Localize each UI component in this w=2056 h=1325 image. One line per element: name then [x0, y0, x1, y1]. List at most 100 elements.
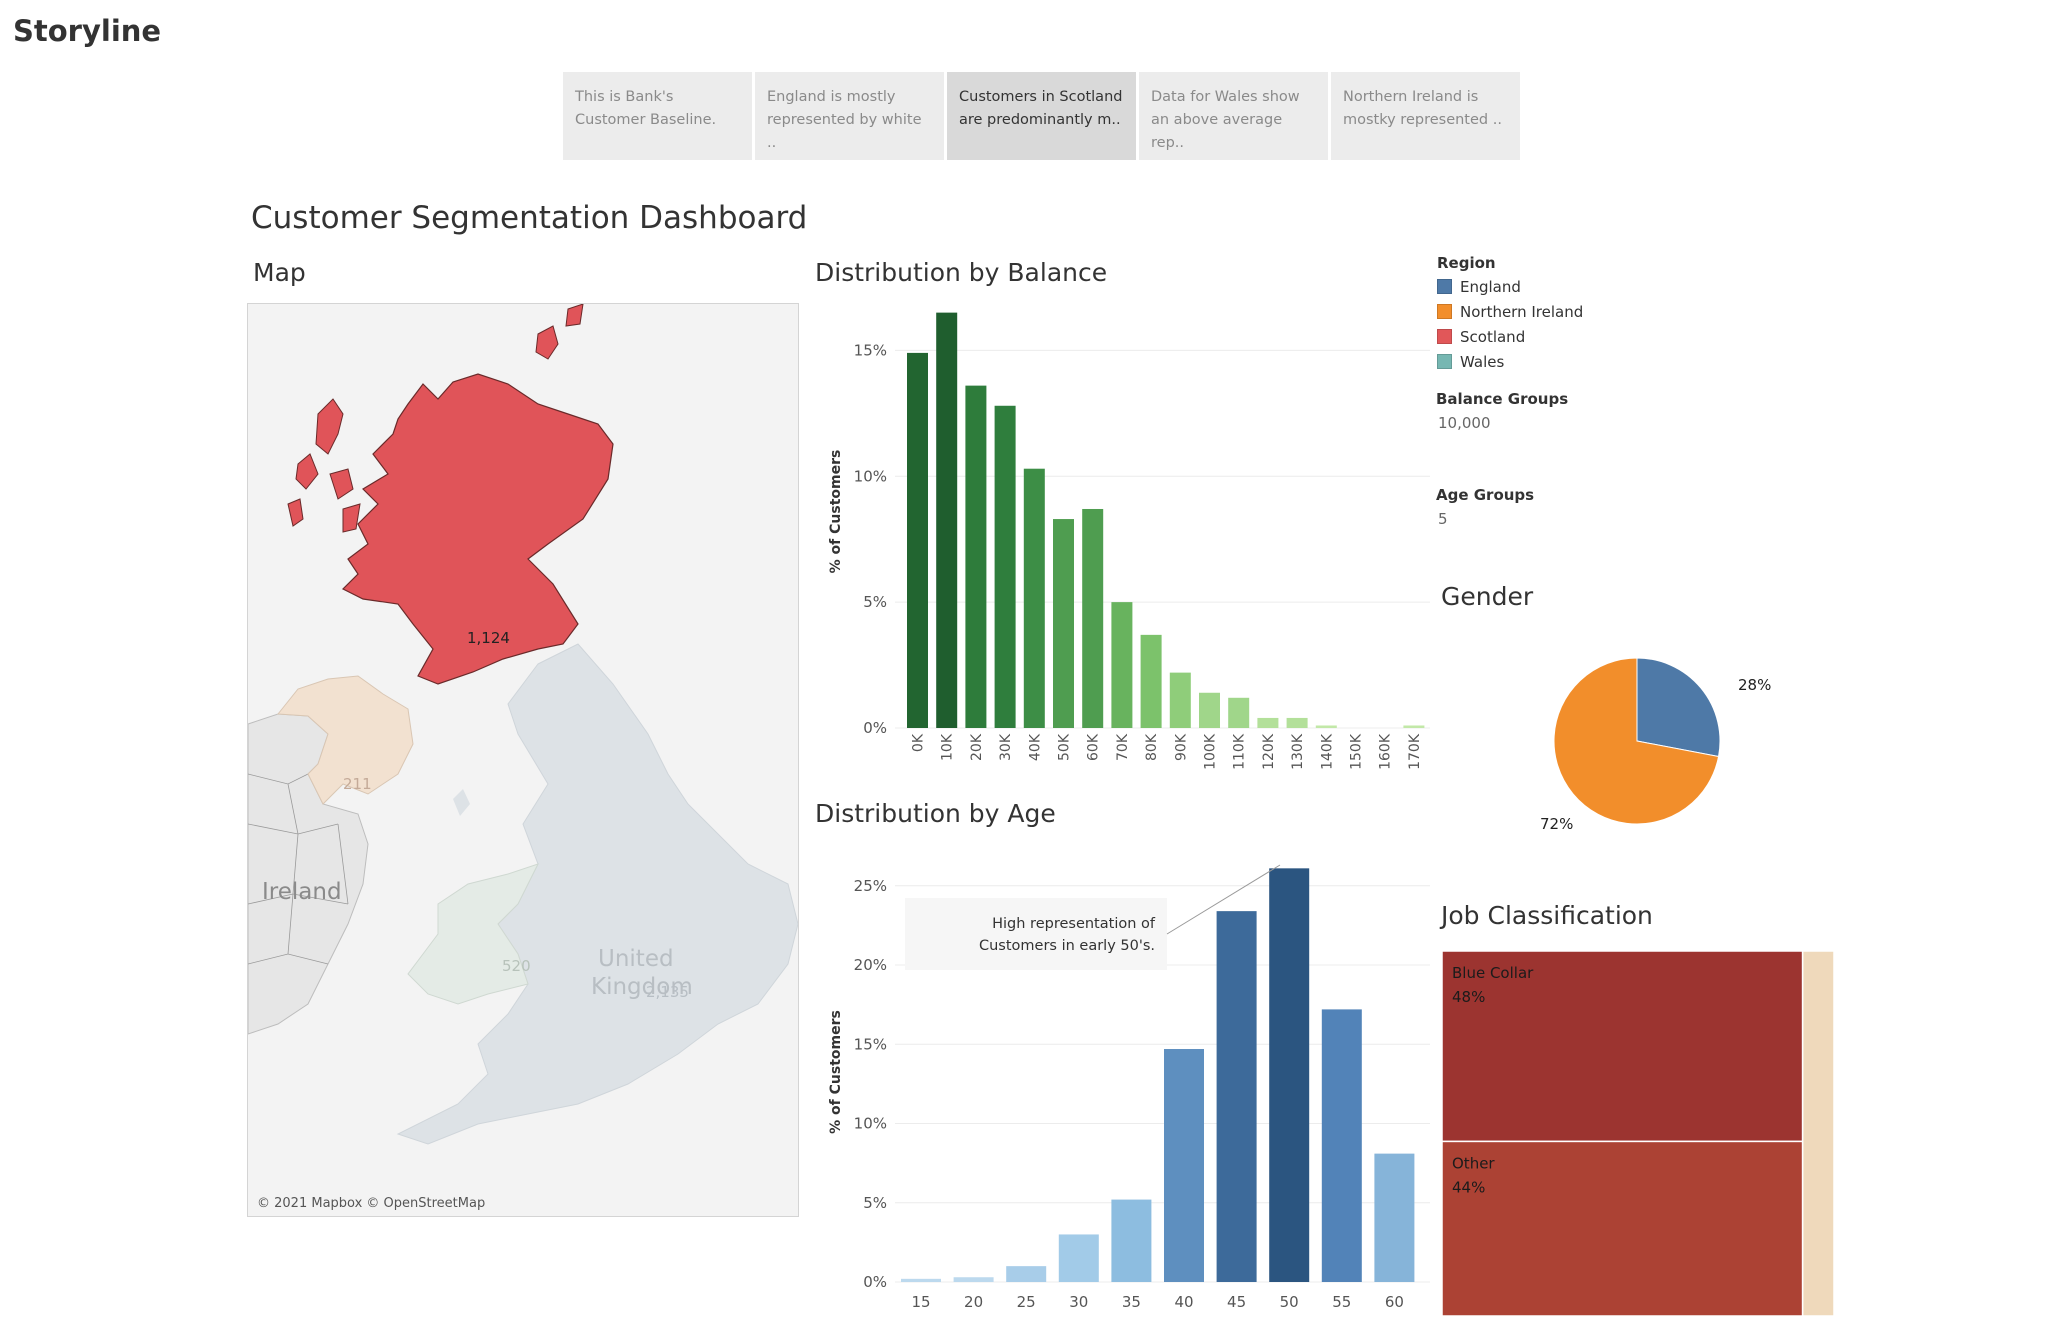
- legend-swatch: [1437, 329, 1452, 344]
- y-tick-label: 10%: [854, 1115, 887, 1133]
- bar[interactable]: [1216, 911, 1257, 1282]
- x-tick-label: 70K: [1115, 733, 1131, 761]
- legend-item-wales[interactable]: Wales: [1437, 349, 1583, 374]
- map-attribution[interactable]: © 2021 Mapbox © OpenStreetMap: [257, 1196, 485, 1211]
- bar[interactable]: [965, 385, 987, 728]
- bar[interactable]: [953, 1277, 994, 1282]
- bar[interactable]: [1286, 717, 1308, 728]
- story-point-2[interactable]: England is mostly represented by white .…: [755, 72, 944, 160]
- bar[interactable]: [1228, 697, 1250, 728]
- wales-count-label: 520: [502, 957, 531, 975]
- bar[interactable]: [907, 352, 928, 728]
- uk-place-label: United: [598, 946, 674, 972]
- x-tick-label: 35: [1122, 1293, 1141, 1311]
- story-point-3[interactable]: Customers in Scotland are predominantly …: [947, 72, 1136, 160]
- pie-slice[interactable]: [1636, 657, 1721, 758]
- x-tick-label: 20K: [969, 733, 985, 761]
- story-point-text: Customers in Scotland: [959, 89, 1123, 105]
- age-chart[interactable]: % of Customers 0% 5% 10% 15% 20% 25% 15 20 25 30 35…: [815, 850, 1440, 1325]
- bar[interactable]: [1257, 717, 1279, 728]
- age-groups-value[interactable]: 5: [1438, 510, 1448, 528]
- wales-shape[interactable]: [407, 863, 539, 1005]
- x-tick-label: 80K: [1144, 733, 1160, 761]
- story-point-1[interactable]: This is Bank's Customer Baseline.: [563, 72, 752, 160]
- story-point-text: This is Bank's: [575, 89, 674, 105]
- y-axis-label: % of Customers: [828, 1010, 844, 1134]
- annotation-leader-line: [1166, 864, 1281, 935]
- bar[interactable]: [1374, 1153, 1415, 1282]
- bar[interactable]: [1321, 1009, 1362, 1282]
- bar[interactable]: [1199, 692, 1220, 728]
- gender-chart[interactable]: 28% 72%: [1500, 640, 1780, 850]
- balance-groups-value[interactable]: 10,000: [1438, 414, 1491, 432]
- x-tick-label: 140K: [1319, 733, 1335, 770]
- ireland-place-label: Ireland: [262, 879, 342, 905]
- pie-slice[interactable]: [1553, 657, 1720, 825]
- story-point-4[interactable]: Data for Wales show an above average rep…: [1139, 72, 1328, 160]
- x-tick-label: 10K: [940, 733, 956, 761]
- bar[interactable]: [1053, 519, 1074, 728]
- x-tick-label: 25: [1017, 1293, 1036, 1311]
- legend-swatch: [1437, 304, 1452, 319]
- legend-item-england[interactable]: England: [1437, 274, 1583, 299]
- legend-item-scotland[interactable]: Scotland: [1437, 324, 1583, 349]
- y-tick-label: 0%: [863, 719, 887, 737]
- gender-chart-title: Gender: [1441, 582, 1534, 611]
- x-tick-label: 130K: [1290, 733, 1306, 770]
- job-treemap[interactable]: Blue Collar 48% Other 44%: [1442, 951, 1834, 1316]
- scotland-shape[interactable]: [341, 373, 614, 685]
- bar[interactable]: [1082, 508, 1104, 728]
- x-tick-label: 55: [1332, 1293, 1351, 1311]
- bar[interactable]: [1269, 868, 1310, 1282]
- dashboard-title: Customer Segmentation Dashboard: [251, 200, 808, 236]
- legend-label: Scotland: [1460, 327, 1526, 346]
- treemap-cell[interactable]: [1442, 951, 1804, 1143]
- bar[interactable]: [901, 1278, 941, 1282]
- northern-ireland-shape[interactable]: [277, 675, 414, 805]
- bar[interactable]: [1140, 634, 1162, 728]
- balance-chart-title: Distribution by Balance: [815, 258, 1108, 287]
- scotland-count-label: 1,124: [467, 629, 510, 647]
- map-view[interactable]: 1,124 211 520 2,135 Ireland United Kingd…: [247, 303, 799, 1217]
- bar[interactable]: [994, 405, 1016, 728]
- bar[interactable]: [1403, 725, 1425, 728]
- bar[interactable]: [1006, 1266, 1047, 1282]
- balance-chart[interactable]: % of Customers 0% 5% 10% 15% 0K 10K 20K 30K 40K 50…: [815, 295, 1440, 800]
- x-tick-label: 0K: [911, 733, 927, 752]
- bar[interactable]: [1315, 725, 1337, 728]
- x-tick-label: 150K: [1349, 733, 1365, 770]
- pie-label: 72%: [1540, 815, 1573, 833]
- x-tick-label: 40: [1174, 1293, 1193, 1311]
- y-tick-label: 15%: [854, 1035, 887, 1053]
- y-tick-label: 0%: [863, 1273, 887, 1291]
- northern-ireland-count-label: 211: [343, 775, 372, 793]
- annotation-box: [905, 898, 1167, 970]
- x-tick-label: 50K: [1057, 733, 1073, 761]
- story-point-5[interactable]: Northern Ireland is mostky represented .…: [1331, 72, 1520, 160]
- treemap-pct-label: 44%: [1452, 1178, 1485, 1196]
- bar[interactable]: [1111, 1199, 1152, 1282]
- bar[interactable]: [1111, 602, 1133, 728]
- legend-item-northern-ireland[interactable]: Northern Ireland: [1437, 299, 1583, 324]
- x-tick-label: 15: [911, 1293, 930, 1311]
- map-canvas[interactable]: 1,124 211 520 2,135 Ireland United Kingd…: [248, 304, 798, 1216]
- bar[interactable]: [1169, 672, 1191, 728]
- annotation-text: Customers in early 50's.: [979, 938, 1155, 954]
- treemap-label: Other: [1452, 1154, 1495, 1172]
- story-point-text: represented by white ..: [767, 112, 922, 151]
- bar[interactable]: [1164, 1049, 1204, 1282]
- bar[interactable]: [1023, 468, 1045, 728]
- story-point-text: are predominantly m..: [959, 112, 1121, 128]
- treemap-cell[interactable]: [1442, 1140, 1804, 1316]
- job-chart-title: Job Classification: [1441, 901, 1653, 930]
- treemap-cell[interactable]: [1801, 951, 1834, 1316]
- bar[interactable]: [936, 312, 958, 728]
- scotland-islands: [287, 304, 584, 533]
- bar[interactable]: [1058, 1234, 1099, 1282]
- x-tick-label: 100K: [1203, 733, 1219, 770]
- ireland-county-borders: [248, 773, 349, 965]
- x-tick-label: 90K: [1173, 733, 1189, 761]
- y-tick-label: 25%: [854, 877, 887, 895]
- treemap-pct-label: 48%: [1452, 988, 1485, 1006]
- y-tick-label: 20%: [854, 956, 887, 974]
